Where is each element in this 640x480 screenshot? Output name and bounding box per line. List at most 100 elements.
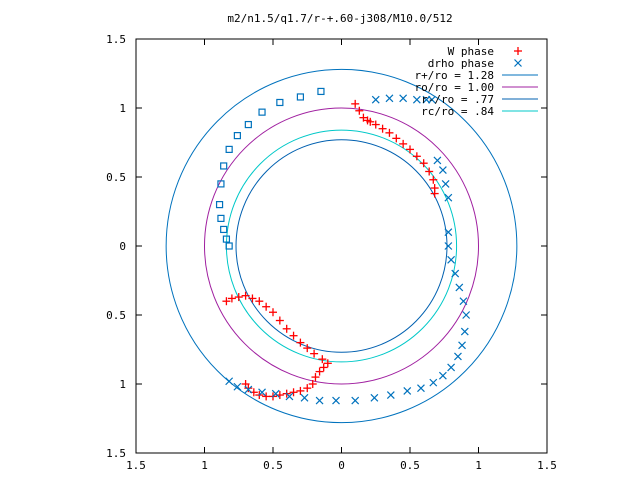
x-tick-label: 0 (338, 459, 345, 472)
data-point (217, 214, 225, 222)
data-point (425, 167, 434, 176)
square-stroke (220, 225, 228, 234)
x-stroke (332, 396, 340, 405)
data-point (430, 189, 439, 198)
data-point (225, 145, 233, 153)
data-point (296, 386, 305, 395)
axis-ticks: 1.5 1 0.5 0 0.5 1 1.51.510.500.511.5 (106, 33, 557, 472)
data-point (258, 108, 266, 116)
data-point (417, 384, 425, 393)
x-stroke (417, 384, 425, 393)
circle-series (225, 129, 458, 363)
data-point (248, 294, 257, 303)
x-stroke (458, 341, 466, 350)
data-point (366, 117, 375, 126)
x-stroke (351, 396, 360, 405)
square-stroke (225, 242, 233, 250)
data-point (444, 228, 453, 237)
data-point (225, 377, 234, 386)
circle-series (165, 68, 518, 424)
square-stroke (217, 214, 225, 222)
data-point (289, 331, 298, 340)
data-point (454, 352, 462, 361)
data-point (241, 291, 250, 300)
data-point (386, 391, 395, 399)
data-point (370, 393, 379, 402)
data-point (303, 344, 312, 353)
x-stroke (225, 377, 234, 386)
x-stroke (441, 179, 450, 188)
data-point (220, 225, 228, 234)
x-tick-label: 1 (475, 459, 482, 472)
data-point (262, 302, 271, 311)
data-point (296, 93, 304, 101)
x-stroke (403, 386, 412, 395)
reference-circles (165, 68, 518, 424)
data-point (289, 388, 298, 397)
data-point (310, 349, 319, 358)
data-point (315, 396, 324, 405)
x-stroke (455, 283, 464, 292)
data-point (429, 378, 438, 387)
data-point (351, 396, 360, 405)
data-point (285, 392, 294, 401)
data-point (275, 316, 284, 325)
x-tick-label: 1 (201, 459, 208, 472)
data-point (319, 363, 328, 372)
y-tick-label: 0 (119, 240, 126, 253)
x-stroke (460, 327, 469, 336)
data-point (258, 388, 266, 397)
x-stroke (315, 396, 324, 405)
legend-label: drho phase (428, 57, 494, 70)
data-point (233, 382, 242, 391)
data-point (308, 380, 317, 388)
data-point (220, 162, 228, 170)
data-point (403, 386, 412, 395)
x-stroke (451, 269, 460, 278)
data-point (323, 359, 332, 368)
x-stroke (447, 363, 456, 372)
data-point (233, 132, 241, 140)
x-stroke (444, 242, 453, 250)
data-point (222, 235, 231, 243)
x-stroke (412, 95, 421, 104)
data-point (441, 179, 450, 188)
y-tick-label: 1.5 (106, 33, 126, 46)
data-point (447, 255, 456, 264)
data-point (271, 389, 280, 398)
data-point (427, 95, 436, 104)
data-point (462, 311, 471, 319)
data-point (262, 392, 271, 401)
x-stroke (371, 95, 380, 104)
legend-label: r-/ro = .77 (421, 93, 494, 106)
x-stroke (244, 385, 253, 394)
x-tick-label: 0.5 (400, 459, 420, 472)
data-point (447, 363, 456, 372)
data-point (332, 396, 340, 405)
circle-series (204, 107, 479, 385)
x-stroke (427, 95, 436, 104)
x-stroke (438, 371, 447, 380)
data-point (455, 283, 464, 292)
data-point (296, 338, 305, 347)
legend-marker (514, 47, 522, 55)
data-point (234, 293, 243, 302)
data-point (378, 124, 387, 133)
circle-series (235, 139, 448, 353)
data-point (444, 242, 453, 250)
y-tick-label: 0.5 (106, 171, 126, 184)
square-stroke (215, 201, 224, 209)
data-point (227, 294, 236, 303)
data-point (385, 128, 394, 137)
x-stroke (444, 228, 453, 237)
data-point (255, 297, 264, 306)
legend-marker (514, 59, 522, 67)
x-stroke (444, 193, 453, 202)
x-stroke (447, 255, 456, 264)
data-point (355, 106, 364, 115)
x-stroke (438, 166, 447, 175)
x-stroke (399, 94, 408, 103)
data-point (399, 94, 408, 103)
data-point (351, 99, 360, 108)
